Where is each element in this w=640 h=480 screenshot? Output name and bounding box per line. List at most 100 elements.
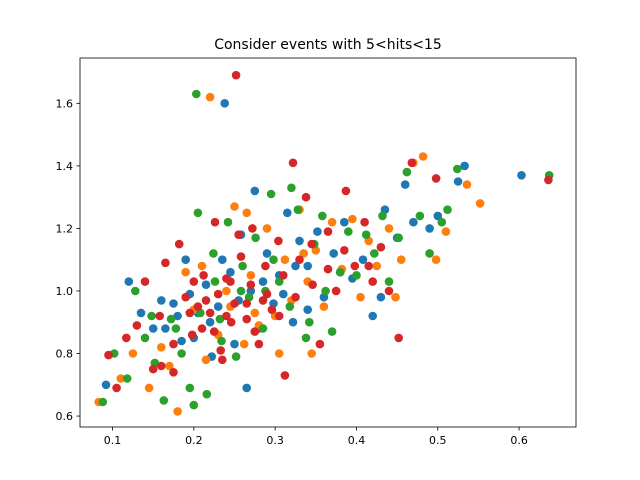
scatter-point <box>181 267 190 277</box>
scatter-point <box>431 255 441 264</box>
scatter-point <box>216 346 225 355</box>
scatter-point <box>331 286 341 296</box>
scatter-point <box>360 217 369 227</box>
scatter-point <box>323 227 333 236</box>
scatter-point <box>169 299 178 308</box>
scatter-point <box>291 292 300 302</box>
scatter-point <box>177 336 186 346</box>
scatter-point <box>287 183 296 193</box>
scatter-point <box>394 333 404 343</box>
scatter-point <box>242 383 251 393</box>
scatter-point <box>251 233 260 243</box>
scatter-point <box>98 397 108 407</box>
scatter-point <box>192 89 201 99</box>
scatter-point <box>348 214 357 224</box>
scatter-point <box>321 286 330 296</box>
scatter-point <box>384 224 394 233</box>
scatter-point <box>368 277 378 286</box>
scatter-point <box>269 255 278 264</box>
scatter-point <box>242 299 251 308</box>
scatter-point <box>173 407 182 416</box>
scatter-point <box>197 324 207 333</box>
scatter-point <box>301 333 311 343</box>
scatter-point <box>318 211 327 221</box>
scatter-point <box>376 242 386 252</box>
scatter-point <box>181 292 190 302</box>
scatter-point <box>453 164 462 174</box>
scatter-point <box>236 286 246 296</box>
scatter-point <box>144 383 154 393</box>
scatter-point <box>169 368 178 377</box>
scatter-point <box>307 239 317 249</box>
scatter-point <box>313 227 322 236</box>
scatter-point <box>308 280 317 290</box>
scatter-point <box>185 383 195 393</box>
scatter-point <box>262 289 272 299</box>
scatter-point <box>425 224 434 233</box>
y-tick-label: 1.0 <box>56 285 74 298</box>
scatter-point <box>262 249 272 258</box>
scatter-point <box>246 271 256 280</box>
scatter-point <box>193 302 203 311</box>
scatter-point <box>231 70 241 80</box>
scatter-point <box>185 308 195 318</box>
scatter-point <box>112 383 121 393</box>
scatter-point <box>340 217 349 227</box>
scatter-point <box>222 286 231 296</box>
scatter-point <box>361 230 371 239</box>
scatter-point <box>174 239 184 249</box>
x-tick-label: 0.5 <box>429 434 447 447</box>
y-axis: 0.6 0.8 1.0 1.2 1.4 1.6 <box>56 97 80 423</box>
scatter-point <box>254 339 264 349</box>
scatter-point <box>279 271 288 280</box>
scatter-point <box>262 224 272 233</box>
scatter-point <box>220 99 229 108</box>
scatter-point <box>161 324 170 333</box>
scatter-point <box>238 261 247 271</box>
y-tick-label: 0.6 <box>56 410 74 423</box>
scatter-point <box>226 277 235 286</box>
scatter-point <box>301 192 311 202</box>
scatter-point <box>258 324 268 333</box>
scatter-point <box>402 167 412 177</box>
scatter-point <box>171 324 181 333</box>
scatter-point <box>319 302 329 311</box>
scatter-point <box>104 350 113 360</box>
scatter-point <box>124 277 134 286</box>
scatter-point <box>425 249 434 258</box>
scatter-point <box>396 255 406 264</box>
scatter-point <box>239 339 249 349</box>
scatter-point <box>205 92 215 102</box>
scatter-point <box>157 296 166 305</box>
scatter-point <box>267 305 277 315</box>
scatter-point <box>378 211 387 221</box>
scatter-point <box>128 349 138 358</box>
scatter-point <box>400 180 410 189</box>
scatter-point <box>148 324 158 333</box>
scatter-point <box>274 311 284 321</box>
scatter-point <box>517 171 526 180</box>
scatter-point <box>293 205 303 214</box>
scatter-point <box>201 296 211 305</box>
scatter-point <box>344 227 353 236</box>
scatter-point <box>147 311 156 321</box>
scatter-point <box>159 396 169 405</box>
scatter-point <box>460 161 469 171</box>
scatter-point <box>258 277 268 286</box>
scatter-point <box>358 255 368 264</box>
scatter-point <box>250 308 260 318</box>
scatter-point <box>157 343 166 352</box>
scatter-point <box>181 255 190 264</box>
scatter-point <box>356 292 365 302</box>
scatter-point <box>193 208 203 218</box>
scatter-point <box>166 314 176 324</box>
scatter-point <box>230 339 239 349</box>
scatter-point <box>187 330 197 340</box>
scatter-point <box>101 380 111 390</box>
scatter-point <box>258 296 268 305</box>
scatter-point <box>209 327 219 336</box>
scatter-point <box>246 280 256 290</box>
y-tick-label: 0.8 <box>56 348 74 361</box>
scatter-point <box>140 333 150 343</box>
